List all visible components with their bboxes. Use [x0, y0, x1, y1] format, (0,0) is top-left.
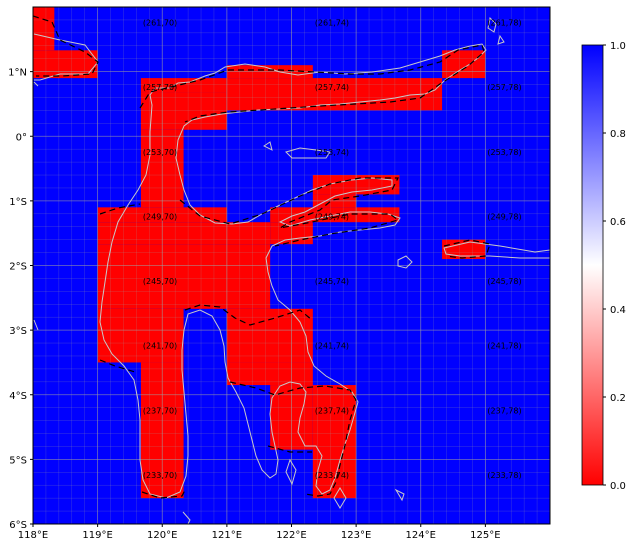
- colorbar-tick-label: 0.8: [610, 129, 626, 140]
- lon-tick-label: 124°E: [406, 530, 436, 541]
- cell-index-label: (257,70): [143, 83, 177, 92]
- contour-northwest-tip: [33, 15, 99, 77]
- north-arm-tip-coastline: [33, 33, 99, 81]
- cell-index-label: (237,74): [315, 406, 349, 415]
- lat-tick-label: 1°S: [9, 197, 27, 208]
- cell-index-label: (241,74): [315, 342, 349, 351]
- colorbar: 0.0 0.2 0.4 0.6 0.8 1.0: [581, 41, 626, 492]
- cell-index-label: (241,78): [487, 342, 521, 351]
- togian-islands-coastline: [263, 141, 331, 159]
- colorbar-tick-label: 0.6: [610, 217, 626, 228]
- cell-index-label: (253,74): [315, 148, 349, 157]
- cell-index-label: (233,78): [487, 471, 521, 480]
- peleng-island-coastline: [443, 241, 550, 259]
- land-cell: [33, 50, 98, 79]
- land-cell: [442, 50, 486, 79]
- land-cell: [312, 385, 357, 499]
- banggai-island-coastline: [397, 255, 413, 269]
- kalimantan-coastline: [33, 81, 39, 331]
- axis-ticks: 118°E 119°E 120°E 121°E 122°E 123°E 124°E 125°E…: [8, 68, 500, 541]
- lat-tick-label: 4°S: [9, 391, 27, 402]
- colorbar-tick-label: 0.0: [610, 481, 626, 492]
- cell-index-label: (257,74): [315, 83, 349, 92]
- land-cell: [140, 92, 227, 130]
- cell-index-label: (245,74): [315, 277, 349, 286]
- cell-index-label: (249,70): [143, 212, 177, 221]
- lon-tick-label: 122°E: [276, 530, 306, 541]
- cell-index-label: (233,70): [143, 471, 177, 480]
- contour-southeast-arm: [229, 381, 357, 497]
- lat-tick-label: 2°S: [9, 262, 27, 273]
- contour-peleng: [443, 239, 491, 259]
- cell-index-label: (233,74): [315, 471, 349, 480]
- contour-west-coast: [99, 203, 141, 373]
- selayar-coastline: [182, 511, 191, 524]
- cell-index-label: (237,78): [487, 406, 521, 415]
- contour-central-east-arm: [179, 177, 400, 247]
- muna-buton-coastline: [285, 458, 405, 509]
- cell-index-label: (257,78): [487, 83, 521, 92]
- cell-index-label: (249,78): [487, 212, 521, 221]
- land-cell: [442, 239, 486, 260]
- land-cell: [33, 7, 55, 51]
- lat-tick-label: 3°S: [9, 326, 27, 337]
- lon-tick-label: 123°E: [341, 530, 371, 541]
- lat-tick-label: 1°N: [8, 68, 27, 79]
- land-cell: [97, 244, 271, 309]
- cell-index-label: (261,70): [143, 19, 177, 28]
- contour-lines: [33, 15, 491, 499]
- colorbar-tick-label: 0.2: [610, 393, 626, 404]
- lat-tick-label: 6°S: [9, 520, 27, 531]
- cell-index-label: (237,70): [143, 406, 177, 415]
- cell-index-label: (253,70): [143, 148, 177, 157]
- lon-tick-label: 125°E: [470, 530, 500, 541]
- lon-tick-label: 118°E: [18, 530, 48, 541]
- colorbar-gradient: [581, 44, 604, 486]
- colorbar-tick-label: 0.4: [610, 305, 626, 316]
- sulawesi-coastline: [99, 43, 487, 499]
- contour-north-arm: [139, 44, 485, 123]
- colorbar-tick-label: 1.0: [610, 41, 626, 52]
- contour-gulf-bone: [184, 304, 313, 326]
- cell-index-label: (261,74): [315, 19, 349, 28]
- lat-tick-label: 0°: [16, 132, 27, 143]
- contour-south-tip: [141, 445, 312, 499]
- lon-tick-label: 121°E: [212, 530, 242, 541]
- map-plot-area: (261,70) (261,74) (261,78) (257,70) (257,74)…: [33, 7, 550, 524]
- cell-index-label: (253,78): [487, 148, 521, 157]
- cell-index-label: (245,70): [143, 277, 177, 286]
- lat-tick-label: 5°S: [9, 455, 27, 466]
- colorbar-ticks: 0.0 0.2 0.4 0.6 0.8 1.0: [603, 41, 626, 492]
- sangihe-islands-coastline: [487, 16, 505, 45]
- lon-tick-label: 120°E: [147, 530, 177, 541]
- lon-tick-label: 119°E: [82, 530, 112, 541]
- cell-index-label: (249,74): [315, 212, 349, 221]
- gridlines: [33, 7, 550, 524]
- cell-index-label: (261,78): [487, 19, 521, 28]
- cell-index-label: (245,78): [487, 277, 521, 286]
- land-cell: [226, 308, 313, 363]
- coastline: [33, 16, 550, 524]
- cell-labels: (261,70) (261,74) (261,78) (257,70) (257,74)…: [143, 19, 522, 480]
- cell-index-label: (241,70): [143, 342, 177, 351]
